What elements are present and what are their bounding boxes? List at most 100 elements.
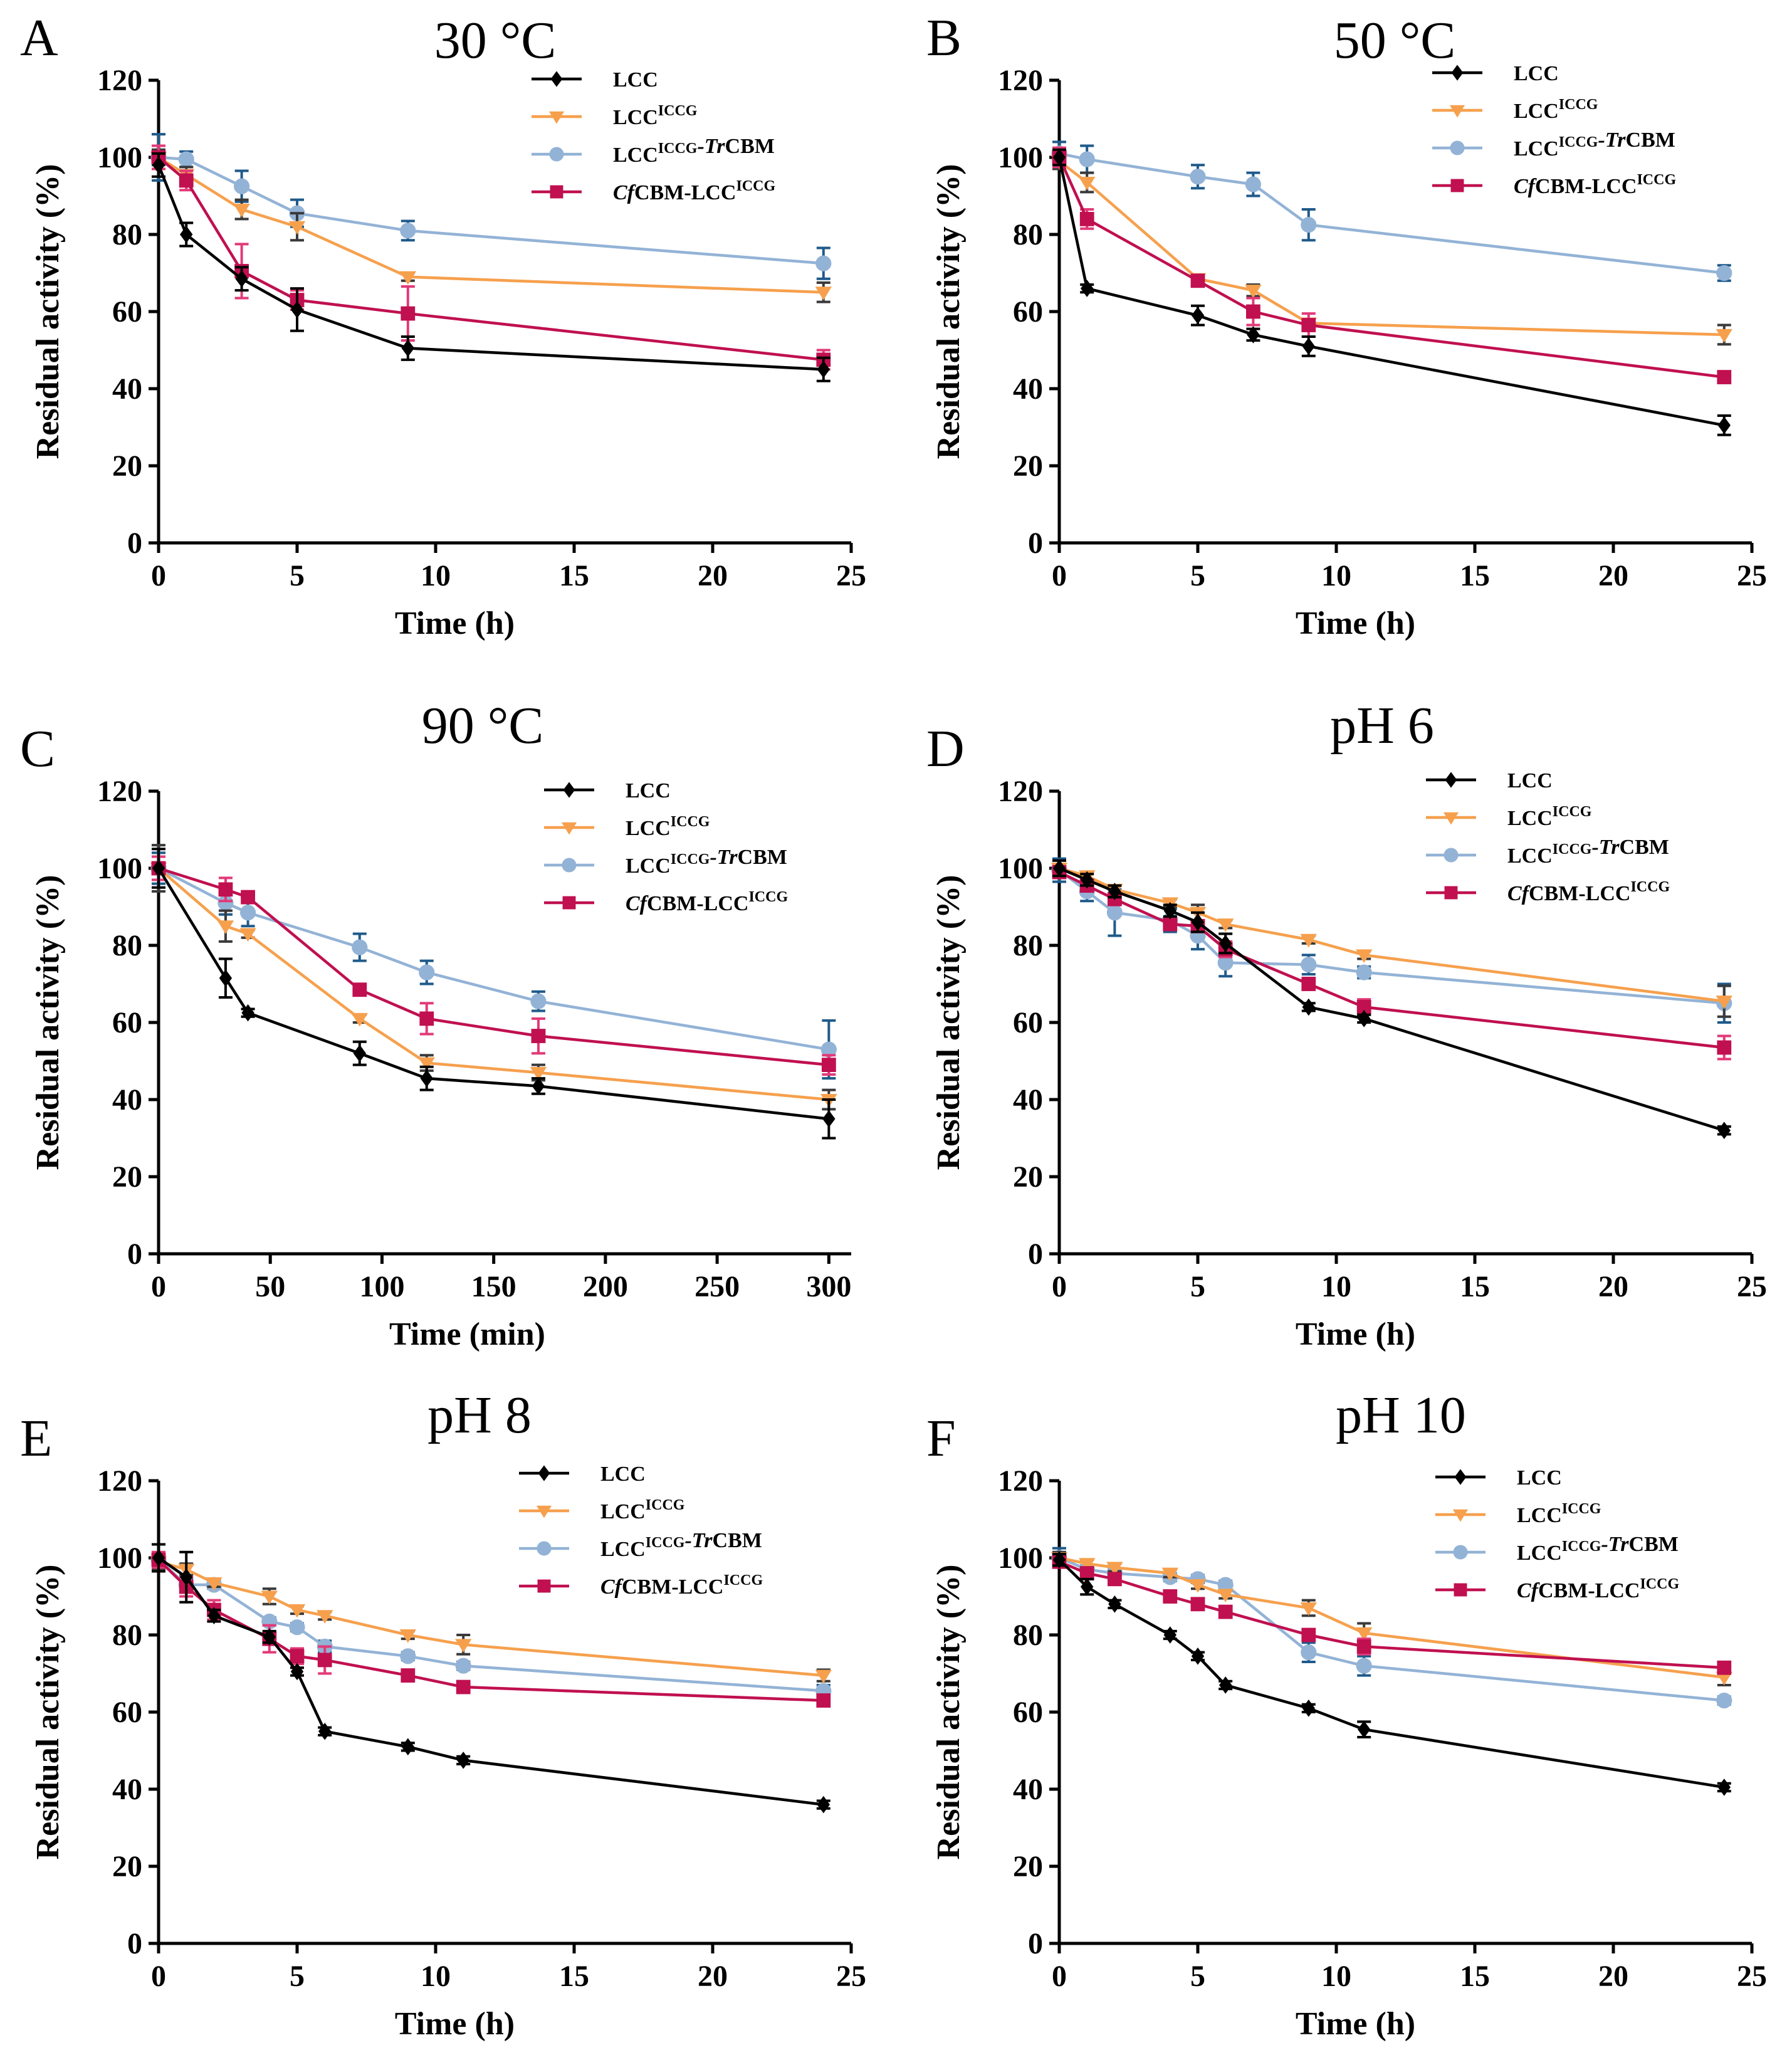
triangle-down-icon [1245, 285, 1262, 298]
x-tick-label: 15 [1460, 559, 1490, 592]
y-axis-label: Residual activity (%) [931, 1565, 967, 1860]
square-icon [531, 1029, 546, 1043]
triangle-down-icon [561, 822, 577, 835]
data-point [290, 1663, 304, 1681]
data-point [1247, 326, 1260, 344]
triangle-down-icon [1452, 1509, 1469, 1522]
data-point [1300, 933, 1317, 948]
square-icon [1218, 1604, 1233, 1619]
circle-icon [1245, 176, 1261, 192]
data-point [180, 226, 193, 243]
legend-label: LCCICCG-TrCBM [626, 846, 787, 878]
legend-label: LCCICCG [600, 1497, 685, 1523]
series-LCC [152, 848, 836, 1140]
data-point [815, 286, 832, 300]
data-point [1302, 1700, 1315, 1717]
square-icon [1301, 1627, 1316, 1642]
x-tick-label: 15 [1460, 1270, 1490, 1303]
y-tick-label: 0 [1028, 1927, 1043, 1960]
square-icon [821, 1058, 836, 1073]
data-point [1358, 1720, 1371, 1738]
data-point [1191, 307, 1205, 324]
data-point [1217, 955, 1234, 971]
legend-label: LCCICCG-TrCBM [1514, 129, 1675, 160]
square-icon [179, 173, 194, 188]
legend-label: LCCICCG [1514, 97, 1598, 123]
data-point [1189, 1579, 1207, 1593]
y-tick-label: 100 [998, 1542, 1043, 1575]
legend-label: LCC [1514, 62, 1559, 85]
data-point [290, 301, 304, 318]
legend-item: LCC [1426, 769, 1553, 792]
diamond-icon [1052, 859, 1066, 877]
diamond-icon [1717, 416, 1731, 434]
square-icon [1717, 1040, 1732, 1055]
diamond-icon [1302, 998, 1315, 1016]
circle-icon [1301, 217, 1317, 233]
circle-icon [234, 178, 250, 194]
data-point [317, 1610, 333, 1624]
legend-item: CfCBM-LCCICCG [519, 1572, 763, 1599]
x-tick-label: 20 [1598, 1960, 1628, 1993]
chart-panel-A: A 30 °C 0 20 40 60 80 100 120 0 5 10 15 20 25 Time (h) R… [20, 9, 866, 641]
legend-item: CfCBM-LCCICCG [532, 178, 775, 204]
legend-item: LCCICCG [1432, 97, 1598, 123]
data-point [1356, 1000, 1371, 1014]
triangle-down-icon [261, 1590, 278, 1605]
x-tick-label: 20 [698, 1960, 728, 1993]
data-point [1191, 913, 1205, 931]
data-point [353, 1044, 367, 1062]
y-tick-label: 80 [112, 218, 142, 251]
circle-icon [1301, 957, 1317, 973]
square-icon [241, 890, 255, 905]
data-point [1163, 1626, 1176, 1644]
triangle-down-icon [1079, 176, 1096, 191]
data-point [318, 1722, 332, 1740]
data-point [1301, 977, 1316, 991]
data-point [288, 1604, 306, 1618]
data-point [219, 969, 233, 987]
square-icon [401, 306, 416, 321]
legend-item: LCCICCG-TrCBM [544, 846, 787, 878]
diamond-icon [180, 226, 193, 243]
data-point [1717, 416, 1731, 434]
data-point [1302, 337, 1315, 355]
x-tick-label: 25 [836, 559, 866, 592]
x-tick-label: 25 [1737, 1960, 1767, 1993]
data-point [1716, 996, 1732, 1009]
x-tick-label: 0 [151, 559, 166, 592]
square-icon [290, 1649, 305, 1664]
y-tick-label: 100 [97, 141, 142, 174]
diamond-icon [1358, 1720, 1371, 1738]
triangle-down-icon [1356, 949, 1373, 963]
x-tick-label: 10 [1321, 1960, 1351, 1993]
diamond-icon [1191, 307, 1205, 324]
y-tick-label: 120 [998, 64, 1043, 97]
data-point [1190, 169, 1206, 185]
data-point [1052, 1551, 1066, 1569]
data-point [1301, 318, 1316, 332]
square-icon [562, 896, 576, 910]
legend-item: LCC [1435, 1466, 1562, 1490]
diamond-icon [152, 859, 165, 877]
data-point [1246, 304, 1260, 319]
data-point [1717, 370, 1732, 384]
diamond-icon [180, 1568, 193, 1586]
square-icon [456, 1679, 471, 1695]
circle-icon [562, 858, 577, 873]
data-point [317, 1653, 332, 1668]
data-point [399, 1629, 416, 1643]
data-point [1356, 1658, 1372, 1674]
y-tick-label: 0 [1028, 527, 1043, 560]
data-point [817, 360, 830, 379]
triangle-down-icon [1189, 1579, 1207, 1593]
square-icon [401, 1668, 416, 1683]
y-axis-label: Residual activity (%) [30, 164, 66, 460]
x-tick-label: 0 [151, 1270, 166, 1303]
panel-title: pH 6 [1330, 696, 1434, 755]
data-point [1079, 1566, 1094, 1580]
legend-item: CfCBM-LCCICCG [1432, 172, 1676, 198]
x-tick-label: 50 [255, 1270, 285, 1303]
data-point [1358, 1010, 1371, 1027]
square-icon [1444, 886, 1458, 900]
